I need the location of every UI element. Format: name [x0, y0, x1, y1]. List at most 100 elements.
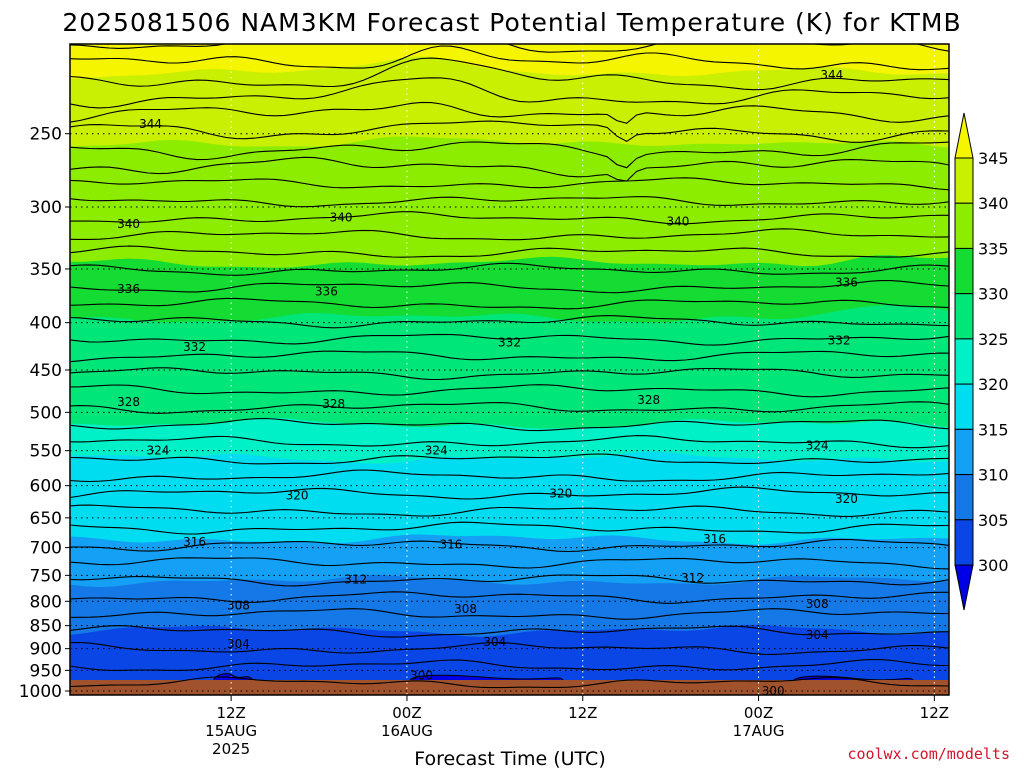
colorbar: 345 340 335 330 325 320 315 310 305 300: [954, 112, 1009, 611]
contour-label: 308: [454, 602, 477, 616]
colorbar-swatch: [954, 293, 974, 340]
contour-line: [70, 417, 949, 432]
contour-line: [70, 469, 949, 483]
x-axis-label: Forecast Time (UTC): [414, 748, 605, 768]
contour-label: 320: [549, 487, 572, 501]
contour-label: 332: [828, 333, 851, 347]
colorbar-extend-bottom: [954, 564, 974, 611]
contour-line: [70, 57, 949, 91]
contour-label: 328: [637, 393, 660, 407]
contour-line: [70, 401, 949, 414]
contour-line: [70, 77, 949, 109]
contour-line: [70, 591, 949, 604]
colorbar-swatch: [954, 474, 974, 521]
colorbar-swatch: [954, 157, 974, 204]
y-tick-label: 650: [30, 509, 62, 529]
x-tick-label: 00Z: [392, 704, 421, 722]
contour-label: 312: [344, 573, 367, 587]
contour-line: [70, 574, 949, 587]
contour-line: [70, 297, 949, 310]
colorbar-swatch: [954, 338, 974, 385]
contour-label: 336: [117, 282, 140, 296]
x-tick-label: 17AUG: [733, 722, 785, 740]
pressure-axis: 250 300 350 400 450 500 550 600 650 700 750 800 850 9…: [19, 125, 70, 702]
contour-label: 324: [806, 439, 829, 453]
contour-line: [70, 367, 949, 381]
credit-link[interactable]: coolwx.com/modelts: [847, 745, 1010, 763]
contour-line: [70, 120, 949, 143]
contour-label: 300: [410, 668, 433, 682]
contour-label: 324: [146, 444, 169, 458]
fill-band-300: [70, 624, 949, 695]
x-tick-label: 12Z: [216, 704, 245, 722]
x-tick-label: 12Z: [920, 704, 949, 722]
contour-line: [70, 538, 949, 553]
x-tick-label: 16AUG: [381, 722, 433, 740]
x-tick-label: 00Z: [744, 704, 773, 722]
y-tick-label: 750: [30, 566, 62, 586]
contour-label: 304: [483, 635, 506, 649]
contour-label: 320: [835, 492, 858, 506]
y-tick-label: 350: [30, 260, 62, 280]
contour-line: [70, 141, 949, 169]
contour-label: 332: [183, 340, 206, 354]
contour-label: 304: [227, 637, 250, 651]
colorbar-label: 335: [978, 239, 1009, 258]
contour-label: 320: [286, 489, 309, 503]
contour-line: [70, 384, 949, 398]
x-tick-label: 2025: [212, 740, 250, 758]
contour-line: [70, 245, 949, 258]
colorbar-label: 345: [978, 149, 1009, 168]
colorbar-label: 325: [978, 330, 1009, 349]
y-tick-label: 700: [30, 539, 62, 559]
contour-line: [70, 435, 949, 449]
colorbar-label: 340: [978, 194, 1009, 213]
colorbar-label: 315: [978, 420, 1009, 439]
grid-lines: [70, 44, 949, 695]
contour-line: [70, 676, 949, 689]
colorbar-swatch: [954, 428, 974, 476]
contour-line: [70, 101, 949, 124]
x-tick-label: 15AUG: [205, 722, 257, 740]
contour-line: [70, 196, 949, 208]
contour-line: [70, 504, 949, 517]
contour-label: 336: [315, 284, 338, 298]
colorbar-swatch: [954, 202, 974, 249]
contour-line: [70, 521, 949, 535]
colorbar-extend-top: [954, 112, 974, 159]
contour-line: [70, 350, 949, 363]
contour-label: 344: [139, 117, 162, 131]
contour-label: 316: [183, 535, 206, 549]
colorbar-label: 310: [978, 466, 1009, 485]
contour-label: 308: [227, 598, 250, 612]
colorbar-label: 330: [978, 285, 1009, 304]
contour-line: [70, 333, 949, 346]
colorbar-swatch: [954, 383, 974, 430]
colorbar-label: 320: [978, 375, 1009, 394]
contour-label: 300: [762, 684, 785, 698]
contour-line: [70, 45, 949, 71]
contour-label: 336: [835, 276, 858, 290]
filled-contours: [70, 44, 949, 695]
contour-label: 328: [322, 397, 345, 411]
contour-labels: 344 344 340 340 340 336 336 336 332 332 332 328 328 3…: [117, 68, 858, 698]
contour-label: 308: [806, 597, 829, 611]
y-tick-label: 500: [30, 403, 62, 423]
y-tick-label: 450: [30, 361, 62, 381]
y-tick-label: 950: [30, 661, 62, 681]
contour-line: [70, 211, 949, 225]
contour-lines: [70, 44, 949, 689]
chart-title: 2025081506 NAM3KM Forecast Potential Tem…: [62, 8, 961, 37]
contour-label: 328: [117, 395, 140, 409]
contour-label: 316: [439, 538, 462, 552]
y-tick-label: 300: [30, 198, 62, 218]
contour-line: [70, 608, 949, 620]
y-tick-label: 400: [30, 314, 62, 334]
contour-label: 340: [330, 211, 353, 225]
contour-label: 304: [806, 628, 829, 642]
y-tick-label: 600: [30, 477, 62, 497]
contour-line: [70, 557, 949, 570]
y-tick-label: 850: [30, 617, 62, 637]
